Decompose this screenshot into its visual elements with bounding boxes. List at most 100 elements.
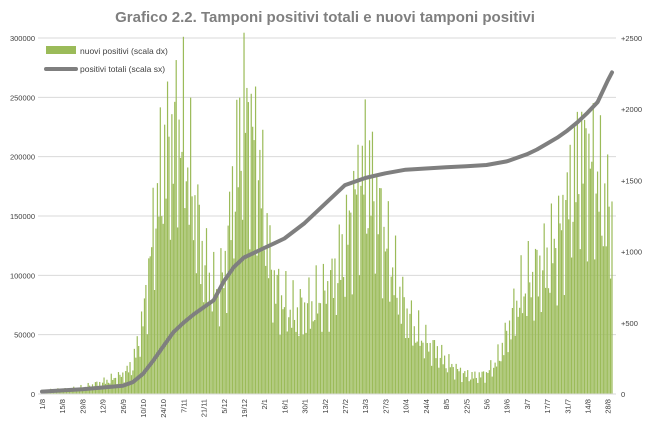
bar bbox=[233, 258, 235, 394]
bar bbox=[302, 334, 304, 394]
bar bbox=[413, 326, 415, 394]
bar bbox=[582, 183, 584, 394]
bar bbox=[403, 297, 405, 394]
legend-label-nuovi-positivi: nuovi positivi (scala dx) bbox=[80, 46, 168, 56]
bar bbox=[549, 292, 551, 394]
bar bbox=[379, 188, 381, 394]
y-right-tick-label: +2000 bbox=[621, 105, 642, 114]
bar bbox=[295, 331, 297, 394]
x-tick-label: 30/1 bbox=[301, 399, 310, 414]
bar bbox=[325, 303, 327, 394]
bar bbox=[543, 223, 545, 394]
bar bbox=[490, 360, 492, 394]
bar bbox=[355, 194, 358, 394]
x-tick-label: 2/1 bbox=[260, 399, 269, 409]
bar bbox=[491, 376, 493, 394]
bar bbox=[204, 265, 206, 394]
bar bbox=[503, 355, 505, 394]
x-tick-label: 10/4 bbox=[402, 399, 411, 414]
bar bbox=[526, 315, 528, 394]
bar bbox=[269, 225, 271, 394]
bar bbox=[164, 124, 166, 395]
bar bbox=[519, 307, 521, 394]
bar bbox=[152, 187, 154, 394]
bar bbox=[259, 149, 261, 394]
bar bbox=[279, 334, 281, 394]
bar bbox=[188, 224, 190, 394]
x-tick-label: 13/3 bbox=[361, 399, 370, 414]
bar bbox=[422, 342, 424, 394]
bar bbox=[607, 154, 609, 394]
bar bbox=[469, 379, 472, 394]
bar bbox=[501, 342, 503, 394]
bar bbox=[344, 296, 346, 394]
bar bbox=[539, 255, 541, 394]
bar bbox=[280, 295, 283, 394]
bar bbox=[216, 289, 218, 394]
bar-series bbox=[41, 32, 613, 395]
bar bbox=[511, 307, 514, 394]
bar bbox=[162, 223, 164, 394]
bar bbox=[480, 377, 482, 394]
bar bbox=[97, 385, 99, 394]
bar bbox=[396, 297, 398, 394]
bar bbox=[534, 248, 537, 394]
bar bbox=[304, 302, 306, 394]
bar bbox=[569, 144, 571, 394]
bar bbox=[169, 239, 172, 394]
bar bbox=[348, 210, 350, 394]
bar bbox=[299, 289, 301, 394]
bar bbox=[315, 265, 317, 394]
bar bbox=[308, 277, 310, 394]
y-right-tick-label: +1500 bbox=[621, 176, 642, 185]
bar bbox=[175, 60, 177, 395]
bar bbox=[435, 358, 437, 394]
bar bbox=[452, 367, 454, 394]
bar bbox=[239, 97, 241, 395]
x-tick-label: 13/2 bbox=[321, 399, 330, 414]
bar bbox=[546, 247, 548, 394]
bar bbox=[319, 303, 322, 394]
bar bbox=[354, 189, 356, 394]
bar bbox=[135, 357, 137, 394]
bar bbox=[380, 188, 382, 394]
y-left-tick-label: 100000 bbox=[10, 271, 35, 280]
bar bbox=[306, 303, 309, 394]
bar bbox=[418, 310, 420, 394]
bar bbox=[270, 269, 273, 394]
bar bbox=[211, 311, 213, 394]
bar bbox=[513, 288, 515, 394]
bar bbox=[517, 316, 519, 394]
bar bbox=[148, 258, 150, 394]
bar bbox=[337, 283, 339, 394]
bar bbox=[482, 371, 485, 394]
y-right-tick-label: 0 bbox=[621, 390, 625, 399]
bar bbox=[407, 337, 410, 394]
bar bbox=[125, 371, 127, 394]
bar bbox=[500, 361, 502, 394]
bar bbox=[156, 183, 159, 394]
x-tick-label: 17/7 bbox=[543, 399, 552, 414]
bar bbox=[416, 341, 418, 394]
bar bbox=[420, 340, 423, 394]
bar bbox=[217, 289, 219, 394]
x-tick-label: 21/11 bbox=[200, 399, 209, 417]
bar bbox=[611, 201, 613, 394]
y-axis-right: 0 +500 +1000 +1500 +2000 +2500 bbox=[621, 34, 642, 399]
bar bbox=[273, 270, 275, 394]
bar bbox=[318, 302, 320, 394]
bar bbox=[604, 183, 606, 394]
bar bbox=[133, 348, 135, 394]
bar bbox=[596, 171, 599, 394]
bar bbox=[305, 332, 307, 394]
bar bbox=[250, 93, 252, 395]
bar bbox=[358, 275, 361, 394]
bar bbox=[583, 119, 586, 394]
bar bbox=[384, 251, 387, 394]
bar bbox=[338, 224, 340, 394]
bar bbox=[293, 319, 296, 394]
bar bbox=[138, 345, 140, 394]
x-tick-label: 5/12 bbox=[220, 399, 229, 414]
bar bbox=[172, 183, 174, 394]
